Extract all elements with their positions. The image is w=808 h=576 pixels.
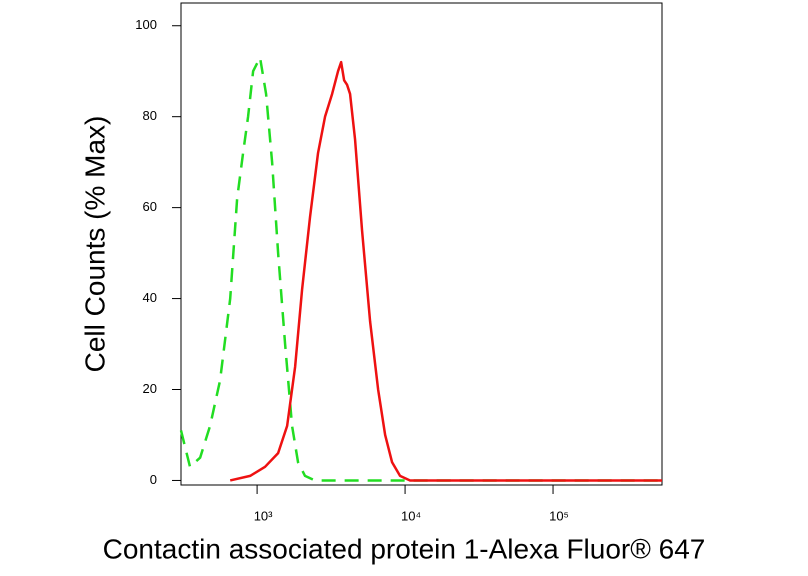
x-axis-title: Contactin associated protein 1-Alexa Flu… bbox=[103, 533, 706, 564]
series-line bbox=[229, 60, 662, 482]
plot-frame bbox=[180, 2, 663, 486]
y-tick-label: 60 bbox=[143, 199, 157, 214]
y-tick-label: 0 bbox=[150, 472, 157, 487]
y-tick-label: 100 bbox=[135, 17, 157, 32]
y-axis-title: Cell Counts (% Max) bbox=[79, 116, 110, 373]
x-tick-label: 10³ bbox=[254, 508, 273, 523]
y-tick-label: 20 bbox=[143, 381, 157, 396]
x-tick-label: 10⁵ bbox=[549, 508, 569, 523]
y-tick-label: 40 bbox=[143, 290, 157, 305]
series-line bbox=[179, 56, 662, 482]
y-tick-label: 80 bbox=[143, 108, 157, 123]
x-tick-label: 10⁴ bbox=[401, 508, 421, 523]
